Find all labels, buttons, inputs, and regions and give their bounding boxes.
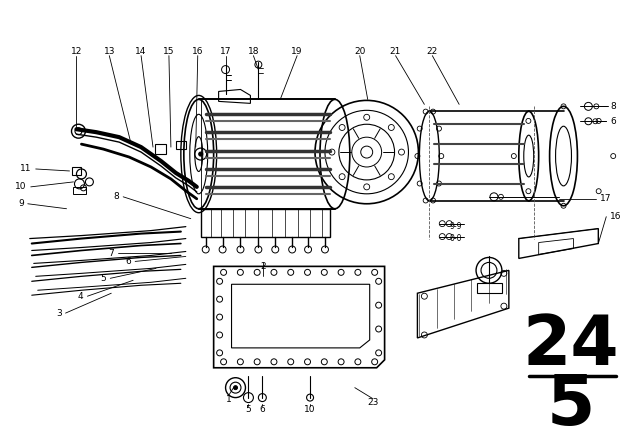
Text: 23: 23 [367, 398, 378, 407]
Text: 8: 8 [113, 192, 119, 201]
Circle shape [234, 386, 237, 390]
Text: 15: 15 [163, 47, 175, 56]
Text: 24: 24 [522, 312, 619, 379]
Text: 4: 4 [78, 292, 83, 301]
Text: 12: 12 [71, 47, 82, 56]
Text: 17: 17 [220, 47, 231, 56]
Text: 20: 20 [354, 47, 365, 56]
Text: 0-0: 0-0 [449, 234, 461, 243]
Text: 10: 10 [304, 405, 316, 414]
Text: 19: 19 [291, 47, 303, 56]
Text: 9-9: 9-9 [449, 222, 461, 231]
Circle shape [199, 152, 203, 156]
Text: 18: 18 [248, 47, 259, 56]
Text: 8: 8 [611, 102, 616, 111]
Text: 6: 6 [259, 405, 265, 414]
Text: 6: 6 [611, 117, 616, 126]
Text: 7: 7 [109, 249, 115, 258]
Text: 5: 5 [100, 274, 106, 283]
Text: 17: 17 [600, 194, 612, 203]
Text: 21: 21 [390, 47, 401, 56]
Text: 16: 16 [192, 47, 204, 56]
Text: 11: 11 [20, 164, 32, 173]
Text: 5: 5 [547, 372, 595, 439]
Text: 3: 3 [56, 309, 61, 318]
Text: 6: 6 [125, 257, 131, 266]
Text: 16: 16 [611, 212, 621, 221]
Text: 14: 14 [136, 47, 147, 56]
Text: 22: 22 [427, 47, 438, 56]
Text: 9: 9 [18, 199, 24, 208]
Text: 2: 2 [260, 262, 266, 271]
Text: 1: 1 [226, 395, 232, 404]
Text: 13: 13 [104, 47, 115, 56]
Text: 10: 10 [15, 182, 27, 191]
Text: 5: 5 [246, 405, 252, 414]
